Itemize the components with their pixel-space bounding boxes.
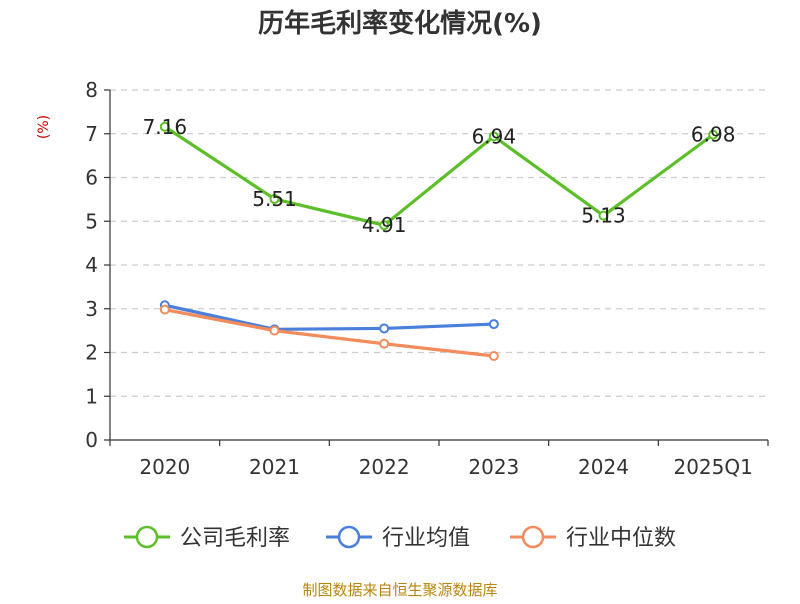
series-line <box>164 308 495 358</box>
x-tick-label: 2023 <box>468 455 519 479</box>
y-tick-label: 5 <box>85 209 98 233</box>
axes: 0 1 2 3 4 5 6 7 8 2020 2021 2022 2023 2024 2025Q1 <box>85 78 769 479</box>
data-label: 6.98 <box>691 123 736 147</box>
data-point <box>159 121 170 132</box>
x-tick-label: 2021 <box>249 455 300 479</box>
x-tick-label: 2024 <box>578 455 629 479</box>
y-axis-label: (%) <box>36 115 52 139</box>
data-point <box>488 131 499 142</box>
y-tick-label: 8 <box>85 78 98 102</box>
data-point <box>488 351 499 361</box>
legend-label: 行业均值 <box>382 526 470 551</box>
data-label: 5.13 <box>581 204 626 228</box>
data-label: 5.51 <box>252 187 297 211</box>
series-layer: 7.16 5.51 4.91 6.94 5.13 6.98 <box>143 115 736 361</box>
series-0: 7.16 5.51 4.91 6.94 5.13 6.98 <box>143 115 736 237</box>
chart-title: 历年毛利率变化情况(%) <box>258 8 542 39</box>
x-tick-label: 2020 <box>139 455 190 479</box>
data-point <box>159 304 170 315</box>
series-line <box>163 125 715 227</box>
y-tick-label: 2 <box>85 341 98 365</box>
legend: 公司毛利率 行业均值 行业中位数 <box>124 525 676 551</box>
legend-item[interactable]: 公司毛利率 <box>124 525 290 551</box>
legend-marker <box>521 525 545 549</box>
y-tick-label: 6 <box>85 166 98 190</box>
data-point <box>379 338 390 349</box>
legend-item[interactable]: 行业均值 <box>326 525 470 551</box>
series-line <box>164 303 494 331</box>
legend-item[interactable]: 行业中位数 <box>510 525 676 551</box>
y-tick-label: 1 <box>85 384 98 408</box>
data-point <box>598 210 609 221</box>
data-label: 4.91 <box>362 213 407 237</box>
source-note: 制图数据来自恒生聚源数据库 <box>302 581 497 599</box>
data-label: 6.94 <box>472 124 517 148</box>
data-point <box>379 220 390 231</box>
y-tick-label: 7 <box>85 122 98 146</box>
legend-label: 公司毛利率 <box>180 526 290 551</box>
data-label: 7.16 <box>143 115 188 139</box>
x-tick-label: 2025Q1 <box>673 455 752 479</box>
data-point <box>488 319 499 330</box>
x-tick-label: 2022 <box>359 455 410 479</box>
legend-label: 行业中位数 <box>566 526 676 551</box>
y-tick-label: 4 <box>85 253 98 277</box>
data-point <box>379 323 390 334</box>
series-2 <box>159 304 499 361</box>
data-point <box>269 193 280 204</box>
y-tick-label: 3 <box>85 297 98 321</box>
data-point <box>269 325 280 336</box>
y-tick-label: 0 <box>85 428 98 452</box>
legend-marker <box>135 525 159 549</box>
data-point <box>708 129 719 140</box>
legend-marker <box>337 525 361 549</box>
